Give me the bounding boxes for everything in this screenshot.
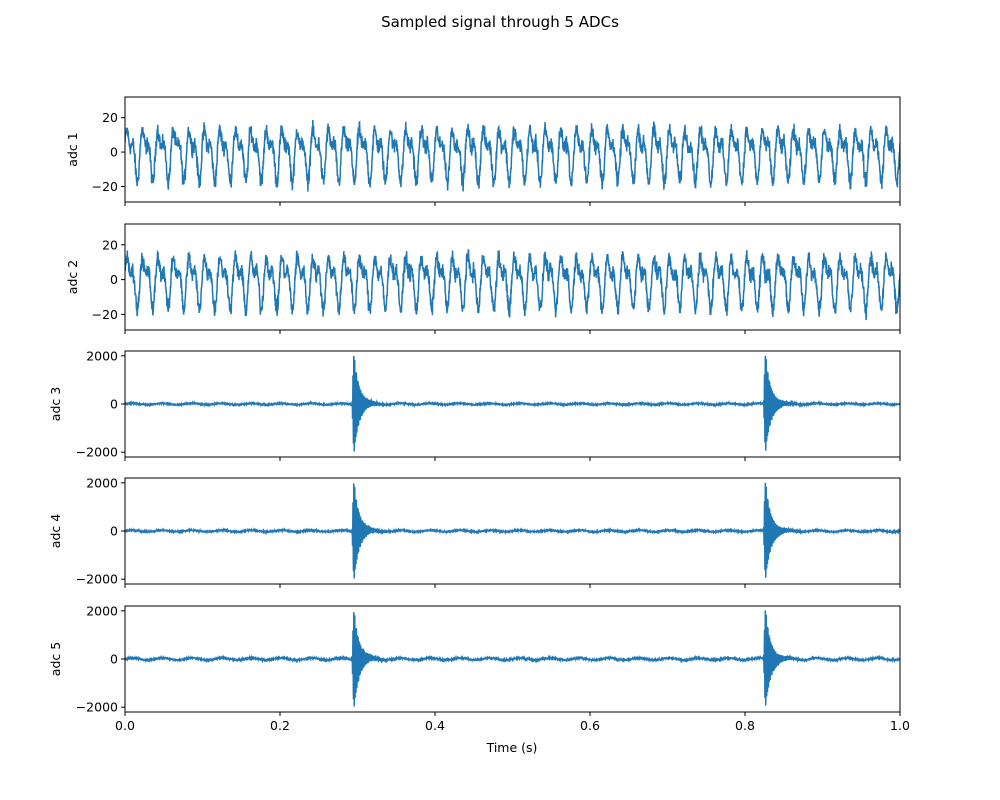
axes-frame [124, 223, 901, 331]
subplot-4: −2000 0 2000 adc 4 [48, 475, 901, 588]
y-tick-label: −2000 [76, 572, 118, 587]
subplot-1: −20 0 20 adc 1 [65, 96, 901, 206]
series-line-adc-4 [125, 482, 900, 579]
y-axis-label: adc 5 [48, 642, 63, 676]
series-line-adc-3 [125, 355, 900, 452]
y-tick-label: −20 [92, 179, 118, 194]
figure-title: Sampled signal through 5 ADCs [381, 13, 619, 31]
axes-frame [124, 96, 901, 203]
y-axis-label: adc 2 [65, 260, 80, 294]
x-tick-label: 0.0 [115, 718, 135, 733]
x-tick-label: 1.0 [890, 718, 910, 733]
y-tick-label: 0 [110, 272, 118, 287]
subplot-3: −2000 0 2000 adc 3 [48, 348, 901, 461]
y-tick-label: −2000 [76, 445, 118, 460]
x-axis-label: Time (s) [486, 740, 538, 755]
x-tick-label: 0.6 [580, 718, 600, 733]
subplot-2: −20 0 20 adc 2 [65, 223, 901, 334]
x-tick-label: 0.4 [425, 718, 445, 733]
y-tick-label: 20 [102, 237, 118, 252]
y-axis-label: adc 4 [48, 514, 63, 548]
y-tick-label: 0 [110, 524, 118, 539]
series-line-adc-1 [125, 119, 900, 192]
y-axis-label: adc 3 [48, 387, 63, 421]
x-tick-label: 0.8 [735, 718, 755, 733]
y-tick-label: −2000 [76, 700, 118, 715]
y-tick-label: 0 [110, 397, 118, 412]
series-line-adc-5 [125, 610, 900, 707]
y-tick-label: 0 [110, 652, 118, 667]
subplot-5: −2000 0 2000 0.0 0.2 0.4 0.6 0.8 1.0 adc 5 [48, 603, 910, 733]
y-tick-label: 0 [110, 145, 118, 160]
y-tick-label: 20 [102, 110, 118, 125]
y-tick-label: 2000 [86, 475, 118, 490]
series-line-adc-2 [125, 248, 900, 321]
y-tick-label: −20 [92, 307, 118, 322]
y-axis-label: adc 1 [65, 132, 80, 166]
x-tick-label: 0.2 [270, 718, 290, 733]
y-tick-label: 2000 [86, 348, 118, 363]
y-tick-label: 2000 [86, 603, 118, 618]
